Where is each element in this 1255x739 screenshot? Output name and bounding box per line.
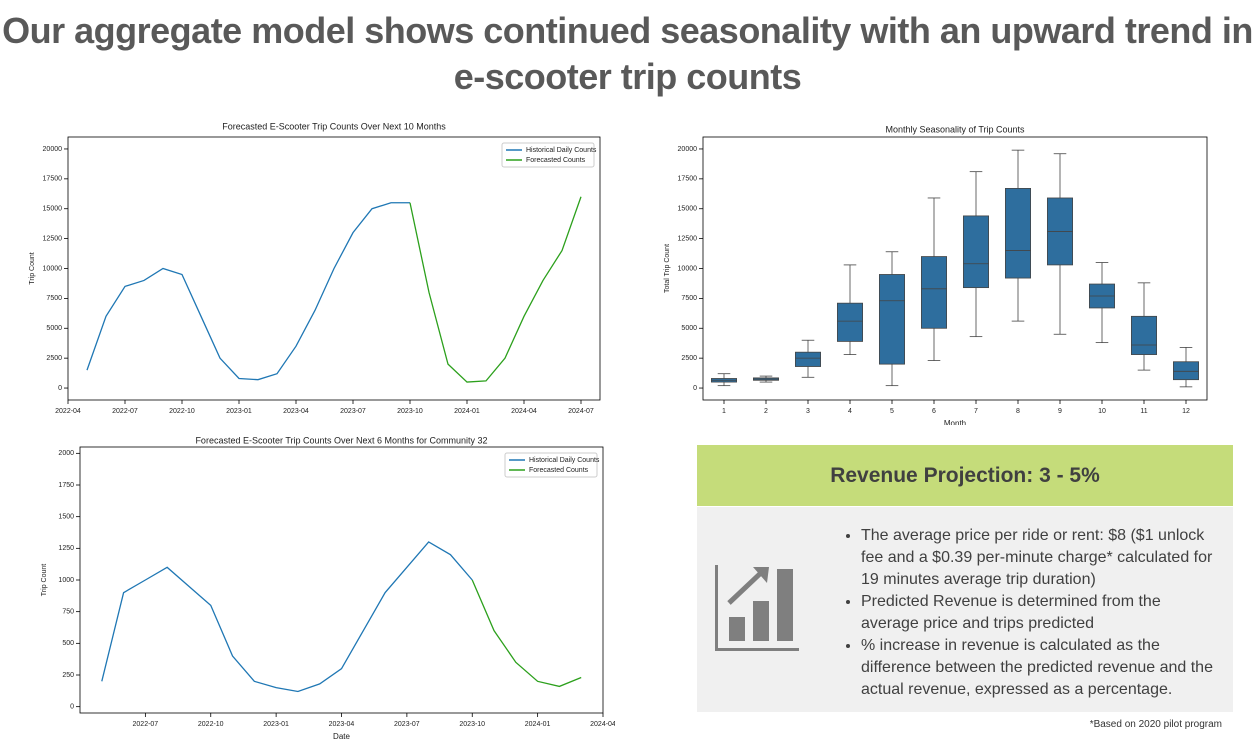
plot-frame xyxy=(702,136,1208,401)
x-tick-label: 2023-10 xyxy=(397,408,423,415)
x-tick-label: 2023-07 xyxy=(394,721,420,728)
x-tick-label: 2022-04 xyxy=(55,408,81,415)
x-tick-label: 2 xyxy=(764,408,768,415)
x-tick-label: 2022-07 xyxy=(133,721,159,728)
x-tick-label: 2022-10 xyxy=(169,408,195,415)
plot-frame xyxy=(79,446,604,714)
y-tick-label: 10000 xyxy=(43,265,63,272)
y-tick-label: 20000 xyxy=(678,146,698,153)
x-tick-label: 4 xyxy=(848,408,852,415)
revenue-bullets: The average price per ride or rent: $8 (… xyxy=(839,525,1221,701)
x-tick-label: 2023-04 xyxy=(283,408,309,415)
series-line xyxy=(101,541,473,693)
x-axis-label: Date xyxy=(333,732,350,739)
x-tick-label: 12 xyxy=(1182,408,1190,415)
y-tick-label: 2500 xyxy=(46,355,62,362)
legend-label: Forecasted Counts xyxy=(526,157,586,164)
box xyxy=(794,351,821,367)
chart-title: Forecasted E-Scooter Trip Counts Over Ne… xyxy=(195,435,487,445)
x-axis-label: Month xyxy=(944,419,966,425)
y-tick-label: 2000 xyxy=(58,450,74,457)
series-line xyxy=(471,579,582,688)
y-tick-label: 7500 xyxy=(46,295,62,302)
revenue-body: The average price per ride or rent: $8 (… xyxy=(697,507,1233,712)
y-tick-label: 0 xyxy=(693,385,697,392)
x-tick-label: 6 xyxy=(932,408,936,415)
x-tick-label: 2022-10 xyxy=(198,721,224,728)
seasonality-chart: Monthly Seasonality of Trip Counts Month T… xyxy=(664,124,1208,425)
y-tick-label: 0 xyxy=(70,704,74,711)
x-tick-label: 9 xyxy=(1058,408,1062,415)
y-tick-label: 15000 xyxy=(678,206,698,213)
x-tick-label: 2024-07 xyxy=(568,408,594,415)
y-axis-label: Total Trip Count xyxy=(664,244,671,293)
x-tick-label: 8 xyxy=(1016,408,1020,415)
series-line xyxy=(409,196,582,383)
x-tick-label: 5 xyxy=(890,408,894,415)
legend-box xyxy=(504,452,598,478)
y-tick-label: 1000 xyxy=(58,577,74,584)
x-tick-label: 7 xyxy=(974,408,978,415)
x-tick-label: 2024-04 xyxy=(590,721,615,728)
x-tick-label: 2023-07 xyxy=(340,408,366,415)
y-tick-label: 250 xyxy=(62,672,74,679)
y-tick-label: 1500 xyxy=(58,514,74,521)
y-tick-label: 17500 xyxy=(43,176,63,183)
x-tick-label: 2023-10 xyxy=(459,721,485,728)
box xyxy=(962,215,989,289)
y-tick-label: 7500 xyxy=(681,295,697,302)
y-tick-label: 1250 xyxy=(58,545,74,552)
legend-label: Historical Daily Counts xyxy=(529,457,600,464)
slide-title: Our aggregate model shows continued seas… xyxy=(2,10,1253,97)
box xyxy=(1173,361,1200,381)
y-tick-label: 2500 xyxy=(681,355,697,362)
y-axis-label: Trip Count xyxy=(41,564,48,596)
x-tick-label: 2023-01 xyxy=(226,408,252,415)
y-tick-label: 1750 xyxy=(58,482,74,489)
x-tick-label: 2023-01 xyxy=(263,721,289,728)
y-tick-label: 15000 xyxy=(43,206,63,213)
y-tick-label: 5000 xyxy=(681,325,697,332)
box xyxy=(1004,188,1031,279)
x-tick-label: 1 xyxy=(722,408,726,415)
box xyxy=(1130,315,1157,355)
x-tick-label: 2024-01 xyxy=(525,721,551,728)
chart-title: Forecasted E-Scooter Trip Counts Over Ne… xyxy=(222,121,446,131)
y-tick-label: 500 xyxy=(62,640,74,647)
y-axis-label: Trip Count xyxy=(29,252,36,284)
bullet: Predicted Revenue is determined from the… xyxy=(861,591,1221,635)
legend-box xyxy=(501,142,595,168)
y-tick-label: 12500 xyxy=(43,235,63,242)
x-tick-label: 10 xyxy=(1098,408,1106,415)
box xyxy=(920,256,947,329)
legend-label: Historical Daily Counts xyxy=(526,147,597,154)
box xyxy=(836,302,863,342)
x-tick-label: 2023-04 xyxy=(329,721,355,728)
forecast-chart: Forecasted E-Scooter Trip Counts Over Ne… xyxy=(29,121,601,415)
chart-icon xyxy=(715,565,799,651)
revenue-title: Revenue Projection: 3 - 5% xyxy=(697,445,1233,506)
x-tick-label: 3 xyxy=(806,408,810,415)
series-line xyxy=(86,202,410,381)
y-tick-label: 20000 xyxy=(43,146,63,153)
y-tick-label: 17500 xyxy=(678,176,698,183)
y-tick-label: 12500 xyxy=(678,235,698,242)
bullet: % increase in revenue is calculated as t… xyxy=(861,635,1221,701)
y-tick-label: 5000 xyxy=(46,325,62,332)
x-tick-label: 2022-07 xyxy=(112,408,138,415)
legend-label: Forecasted Counts xyxy=(529,467,589,474)
x-tick-label: 2024-01 xyxy=(454,408,480,415)
plot-frame xyxy=(67,136,601,401)
chart-title: Monthly Seasonality of Trip Counts xyxy=(885,124,1025,134)
x-tick-label: 2024-04 xyxy=(511,408,537,415)
y-tick-label: 10000 xyxy=(678,265,698,272)
box xyxy=(878,274,905,365)
footnote: *Based on 2020 pilot program xyxy=(1089,719,1222,730)
y-tick-label: 750 xyxy=(62,609,74,616)
y-tick-label: 0 xyxy=(58,385,62,392)
x-tick-label: 11 xyxy=(1140,408,1147,415)
bullet: The average price per ride or rent: $8 (… xyxy=(861,525,1221,591)
community-chart: Forecasted E-Scooter Trip Counts Over Ne… xyxy=(41,435,615,739)
